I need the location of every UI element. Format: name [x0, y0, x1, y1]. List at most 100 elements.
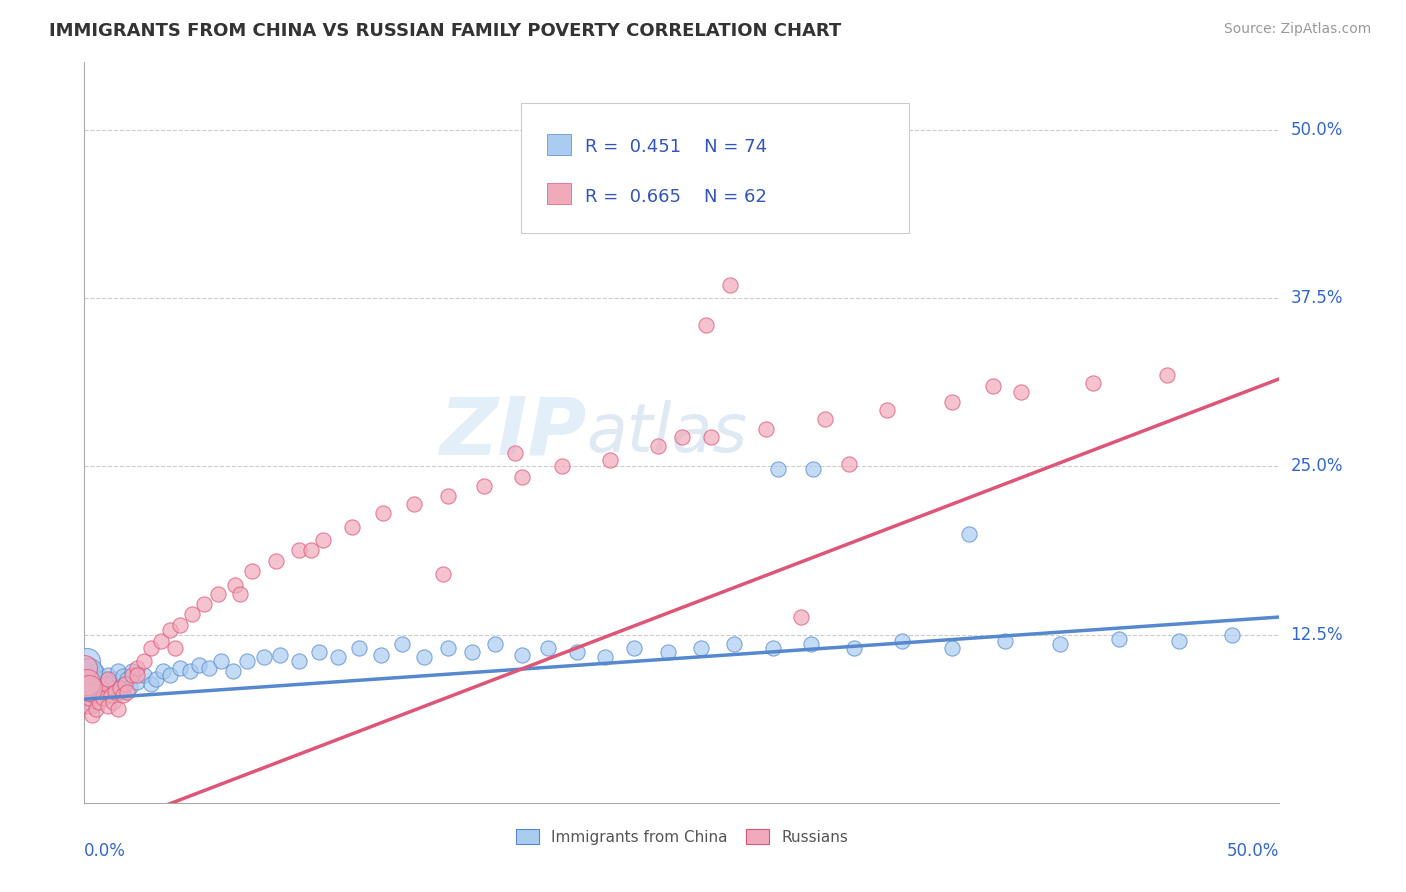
- Point: [432, 566, 454, 581]
- Point: [193, 597, 215, 611]
- Point: [288, 542, 311, 557]
- Point: [149, 634, 172, 648]
- Text: IMMIGRANTS FROM CHINA VS RUSSIAN FAMILY POVERTY CORRELATION CHART: IMMIGRANTS FROM CHINA VS RUSSIAN FAMILY …: [49, 22, 841, 40]
- Point: [957, 526, 980, 541]
- FancyBboxPatch shape: [547, 134, 571, 154]
- Point: [647, 439, 669, 453]
- Point: [97, 698, 120, 713]
- Point: [842, 640, 865, 655]
- Point: [86, 701, 108, 715]
- Point: [695, 318, 717, 332]
- Point: [762, 640, 785, 655]
- Point: [240, 564, 263, 578]
- Point: [503, 446, 526, 460]
- Point: [97, 688, 120, 702]
- Point: [340, 520, 363, 534]
- Point: [107, 701, 129, 715]
- Point: [90, 685, 112, 699]
- FancyBboxPatch shape: [547, 183, 571, 204]
- Point: [1081, 376, 1104, 390]
- Text: 50.0%: 50.0%: [1227, 842, 1279, 860]
- Point: [87, 695, 110, 709]
- Point: [152, 664, 174, 678]
- Point: [599, 452, 621, 467]
- Point: [80, 674, 103, 689]
- Point: [755, 421, 778, 435]
- Text: 12.5%: 12.5%: [1291, 625, 1343, 643]
- Point: [224, 578, 246, 592]
- Point: [941, 394, 963, 409]
- Point: [1049, 637, 1071, 651]
- Point: [125, 661, 148, 675]
- Point: [301, 542, 323, 557]
- Point: [76, 677, 98, 691]
- Point: [118, 680, 141, 694]
- Point: [207, 587, 229, 601]
- Point: [125, 668, 148, 682]
- Point: [312, 533, 335, 548]
- Text: Source: ZipAtlas.com: Source: ZipAtlas.com: [1223, 22, 1371, 37]
- Text: 37.5%: 37.5%: [1291, 289, 1343, 307]
- Point: [159, 668, 181, 682]
- Point: [80, 708, 103, 723]
- Point: [86, 681, 108, 696]
- Point: [117, 672, 139, 686]
- Point: [264, 553, 287, 567]
- Legend: Immigrants from China, Russians: Immigrants from China, Russians: [510, 822, 853, 851]
- Point: [86, 695, 108, 709]
- Point: [460, 645, 482, 659]
- Point: [994, 634, 1017, 648]
- Point: [790, 610, 813, 624]
- Point: [141, 640, 163, 655]
- Point: [657, 645, 679, 659]
- Point: [169, 618, 191, 632]
- Point: [229, 587, 252, 601]
- Point: [111, 669, 134, 683]
- Point: [814, 412, 837, 426]
- Point: [110, 685, 132, 699]
- Point: [890, 634, 912, 648]
- Point: [404, 497, 426, 511]
- Point: [876, 402, 898, 417]
- Point: [114, 677, 136, 691]
- Point: [671, 430, 693, 444]
- Point: [114, 677, 136, 691]
- Point: [288, 655, 311, 669]
- Point: [76, 681, 98, 696]
- Point: [981, 378, 1004, 392]
- Point: [110, 681, 132, 696]
- Point: [941, 640, 963, 655]
- Point: [209, 655, 232, 669]
- Point: [814, 217, 837, 231]
- Point: [370, 648, 392, 662]
- Point: [373, 507, 395, 521]
- Point: [100, 688, 122, 702]
- Point: [436, 640, 458, 655]
- Point: [111, 688, 134, 702]
- Point: [718, 277, 741, 292]
- Text: atlas: atlas: [586, 400, 748, 466]
- Point: [391, 637, 413, 651]
- Point: [1010, 385, 1032, 400]
- Point: [221, 664, 243, 678]
- Point: [90, 690, 112, 705]
- Point: [766, 462, 789, 476]
- Point: [510, 648, 533, 662]
- Text: 25.0%: 25.0%: [1291, 458, 1343, 475]
- Point: [107, 664, 129, 678]
- Point: [93, 671, 115, 685]
- Point: [595, 650, 617, 665]
- Point: [253, 650, 276, 665]
- Point: [510, 470, 533, 484]
- Point: [699, 430, 721, 444]
- Point: [83, 668, 105, 682]
- Text: ZIP: ZIP: [439, 393, 586, 472]
- Point: [308, 645, 330, 659]
- Point: [132, 668, 156, 682]
- Point: [77, 690, 100, 705]
- Point: [97, 672, 120, 686]
- Point: [104, 685, 127, 699]
- Point: [73, 661, 96, 675]
- Point: [77, 664, 100, 678]
- Point: [94, 677, 117, 691]
